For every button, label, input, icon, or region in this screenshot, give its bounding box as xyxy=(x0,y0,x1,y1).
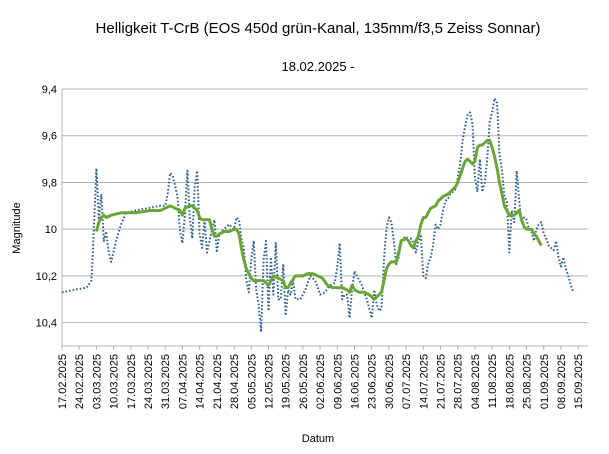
x-tick-label: 21.07.2025 xyxy=(436,354,448,409)
x-axis-ticks: 17.02.2025 24.02.2025 03.03.2025 10.03.2025… xyxy=(57,346,585,409)
x-tick-label: 04.08.2025 xyxy=(470,354,482,409)
x-tick-label: 17.02.2025 xyxy=(57,354,69,409)
x-tick-label: 28.04.2025 xyxy=(229,354,241,409)
x-tick-label: 25.08.2025 xyxy=(522,354,534,409)
x-tick-label: 02.06.2025 xyxy=(315,354,327,409)
x-tick-label: 07.07.2025 xyxy=(401,354,413,409)
measured-magnitude-series xyxy=(61,97,575,333)
x-tick-label: 19.05.2025 xyxy=(281,354,293,409)
y-tick-label: 9,4 xyxy=(42,84,57,96)
chart-title: Helligkeit T-CrB (EOS 450d grün-Kanal, 1… xyxy=(96,20,541,37)
y-axis-label: Magnitude xyxy=(11,202,23,253)
x-tick-label: 24.03.2025 xyxy=(143,354,155,409)
gridlines xyxy=(61,88,588,347)
smoothed-magnitude-series xyxy=(94,138,543,301)
x-axis-label: Datum xyxy=(302,433,334,445)
x-tick-label: 18.08.2025 xyxy=(504,354,516,409)
x-tick-label: 14.04.2025 xyxy=(195,354,207,409)
x-tick-label: 23.06.2025 xyxy=(367,354,379,409)
data-series xyxy=(61,97,575,333)
x-tick-label: 28.07.2025 xyxy=(453,354,465,409)
x-tick-label: 26.05.2025 xyxy=(298,354,310,409)
y-tick-label: 10,2 xyxy=(36,271,57,283)
y-tick-label: 10,4 xyxy=(36,318,57,330)
x-tick-label: 01.09.2025 xyxy=(539,354,551,409)
x-tick-label: 10.03.2025 xyxy=(109,354,121,409)
x-tick-label: 08.09.2025 xyxy=(556,354,568,409)
x-tick-label: 15.09.2025 xyxy=(573,354,585,409)
y-tick-label: 9,6 xyxy=(42,131,57,143)
x-tick-label: 31.03.2025 xyxy=(160,354,172,409)
x-tick-label: 03.03.2025 xyxy=(91,354,103,409)
x-tick-label: 11.08.2025 xyxy=(487,354,499,408)
x-tick-label: 30.06.2025 xyxy=(384,354,396,409)
y-tick-label: 9,8 xyxy=(42,177,57,189)
x-tick-label: 05.05.2025 xyxy=(246,354,258,409)
x-tick-label: 12.05.2025 xyxy=(263,354,275,409)
x-tick-label: 24.02.2025 xyxy=(74,354,86,409)
x-tick-label: 16.06.2025 xyxy=(349,354,361,409)
y-tick-label: 10 xyxy=(45,224,57,236)
x-tick-label: 07.04.2025 xyxy=(177,354,189,409)
x-tick-label: 17.03.2025 xyxy=(126,354,138,409)
chart-subtitle: 18.02.2025 - xyxy=(281,59,354,74)
y-axis-ticks: 9,4 9,6 9,8 10 10,2 10,4 xyxy=(36,84,57,330)
x-tick-label: 09.06.2025 xyxy=(332,354,344,409)
x-tick-label: 14.07.2025 xyxy=(418,354,430,409)
x-tick-label: 21.04.2025 xyxy=(212,354,224,409)
